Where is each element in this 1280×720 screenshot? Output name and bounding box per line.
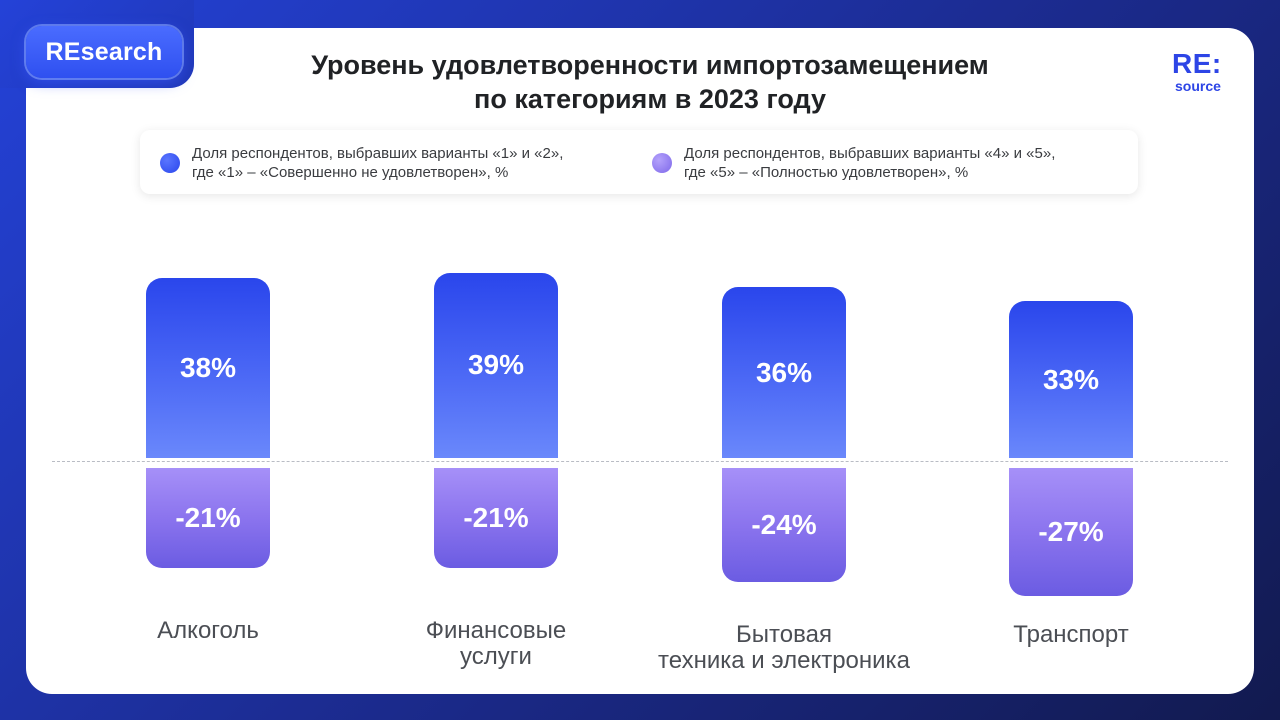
legend-item-dissatisfied: Доля респондентов, выбравших варианты «1… [160,144,563,182]
legend-label-satisfied-line1: Доля респондентов, выбравших варианты «4… [684,145,1056,162]
bar-dissatisfied: 33% [1009,301,1133,458]
logo-line2: source [1175,78,1221,94]
legend-label-dissatisfied-line2: где «1» – «Совершенно не удовлетворен», … [192,164,509,181]
bar-satisfied: -21% [146,468,270,568]
bar-dissatisfied: 38% [146,277,270,458]
legend-label-satisfied-line2: где «5» – «Полностью удовлетворен», % [684,164,969,181]
bar-value-label: -21% [463,501,529,533]
logo-line1: RE: [1172,48,1222,79]
category-label-line: услуги [460,643,532,670]
category-label: Финансовые услуги [336,618,656,670]
legend-label-satisfied: Доля респондентов, выбравших варианты «4… [684,144,1055,182]
legend-dot-dissatisfied [160,153,180,173]
category-label-line: Финансовые [425,617,567,644]
zero-baseline [52,461,1228,462]
bar-satisfied: -21% [434,468,558,568]
category-label-line: Транспорт [1013,621,1129,648]
bar-value-label: 36% [755,356,813,388]
bar-dissatisfied: 39% [434,272,558,458]
bar-satisfied: -24% [722,468,846,582]
legend-item-satisfied: Доля респондентов, выбравших варианты «4… [652,144,1055,182]
legend-label-dissatisfied-line1: Доля респондентов, выбравших варианты «1… [192,145,564,162]
bar-value-label: -24% [751,508,817,540]
category-label-line: Алкоголь [157,617,259,644]
bar-value-label: 33% [1042,363,1100,395]
chart-title-line2: по категориям в 2023 году [474,84,826,114]
category-label-line: Бытовая [736,621,832,648]
legend-dot-satisfied [652,153,672,173]
resource-logo: RE: source [1172,48,1238,95]
bar-satisfied: -27% [1009,468,1133,597]
chart-title: Уровень удовлетворенности импортозамещен… [220,48,1080,116]
category-label: Транспорт [911,622,1231,648]
bar-value-label: 39% [467,349,525,381]
bar-dissatisfied: 36% [722,287,846,458]
category-label-line: техника и электроника [658,647,910,674]
legend: Доля респондентов, выбравших варианты «1… [140,130,1138,194]
bar-value-label: -21% [175,501,241,533]
category-label: Алкоголь [48,618,368,644]
bar-value-label: 38% [179,351,237,383]
category-label: Бытовая техника и электроника [624,622,944,674]
chart-title-line1: Уровень удовлетворенности импортозамещен… [311,50,989,80]
research-badge: REsearch [26,26,182,78]
legend-label-dissatisfied: Доля респондентов, выбравших варианты «1… [192,144,563,182]
bar-value-label: -27% [1038,516,1104,548]
